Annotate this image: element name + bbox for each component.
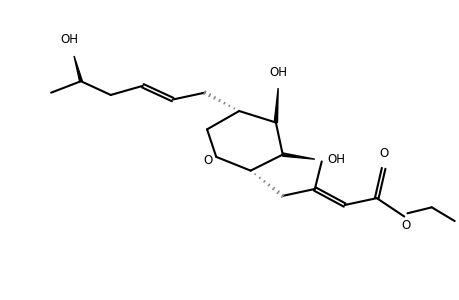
Text: OH: OH [60,33,78,46]
Polygon shape [282,153,314,159]
Text: OH: OH [269,66,286,79]
Text: O: O [400,219,409,232]
Text: O: O [378,147,387,160]
Polygon shape [274,88,278,123]
Text: OH: OH [327,153,345,166]
Polygon shape [74,56,82,82]
Text: O: O [203,154,212,167]
